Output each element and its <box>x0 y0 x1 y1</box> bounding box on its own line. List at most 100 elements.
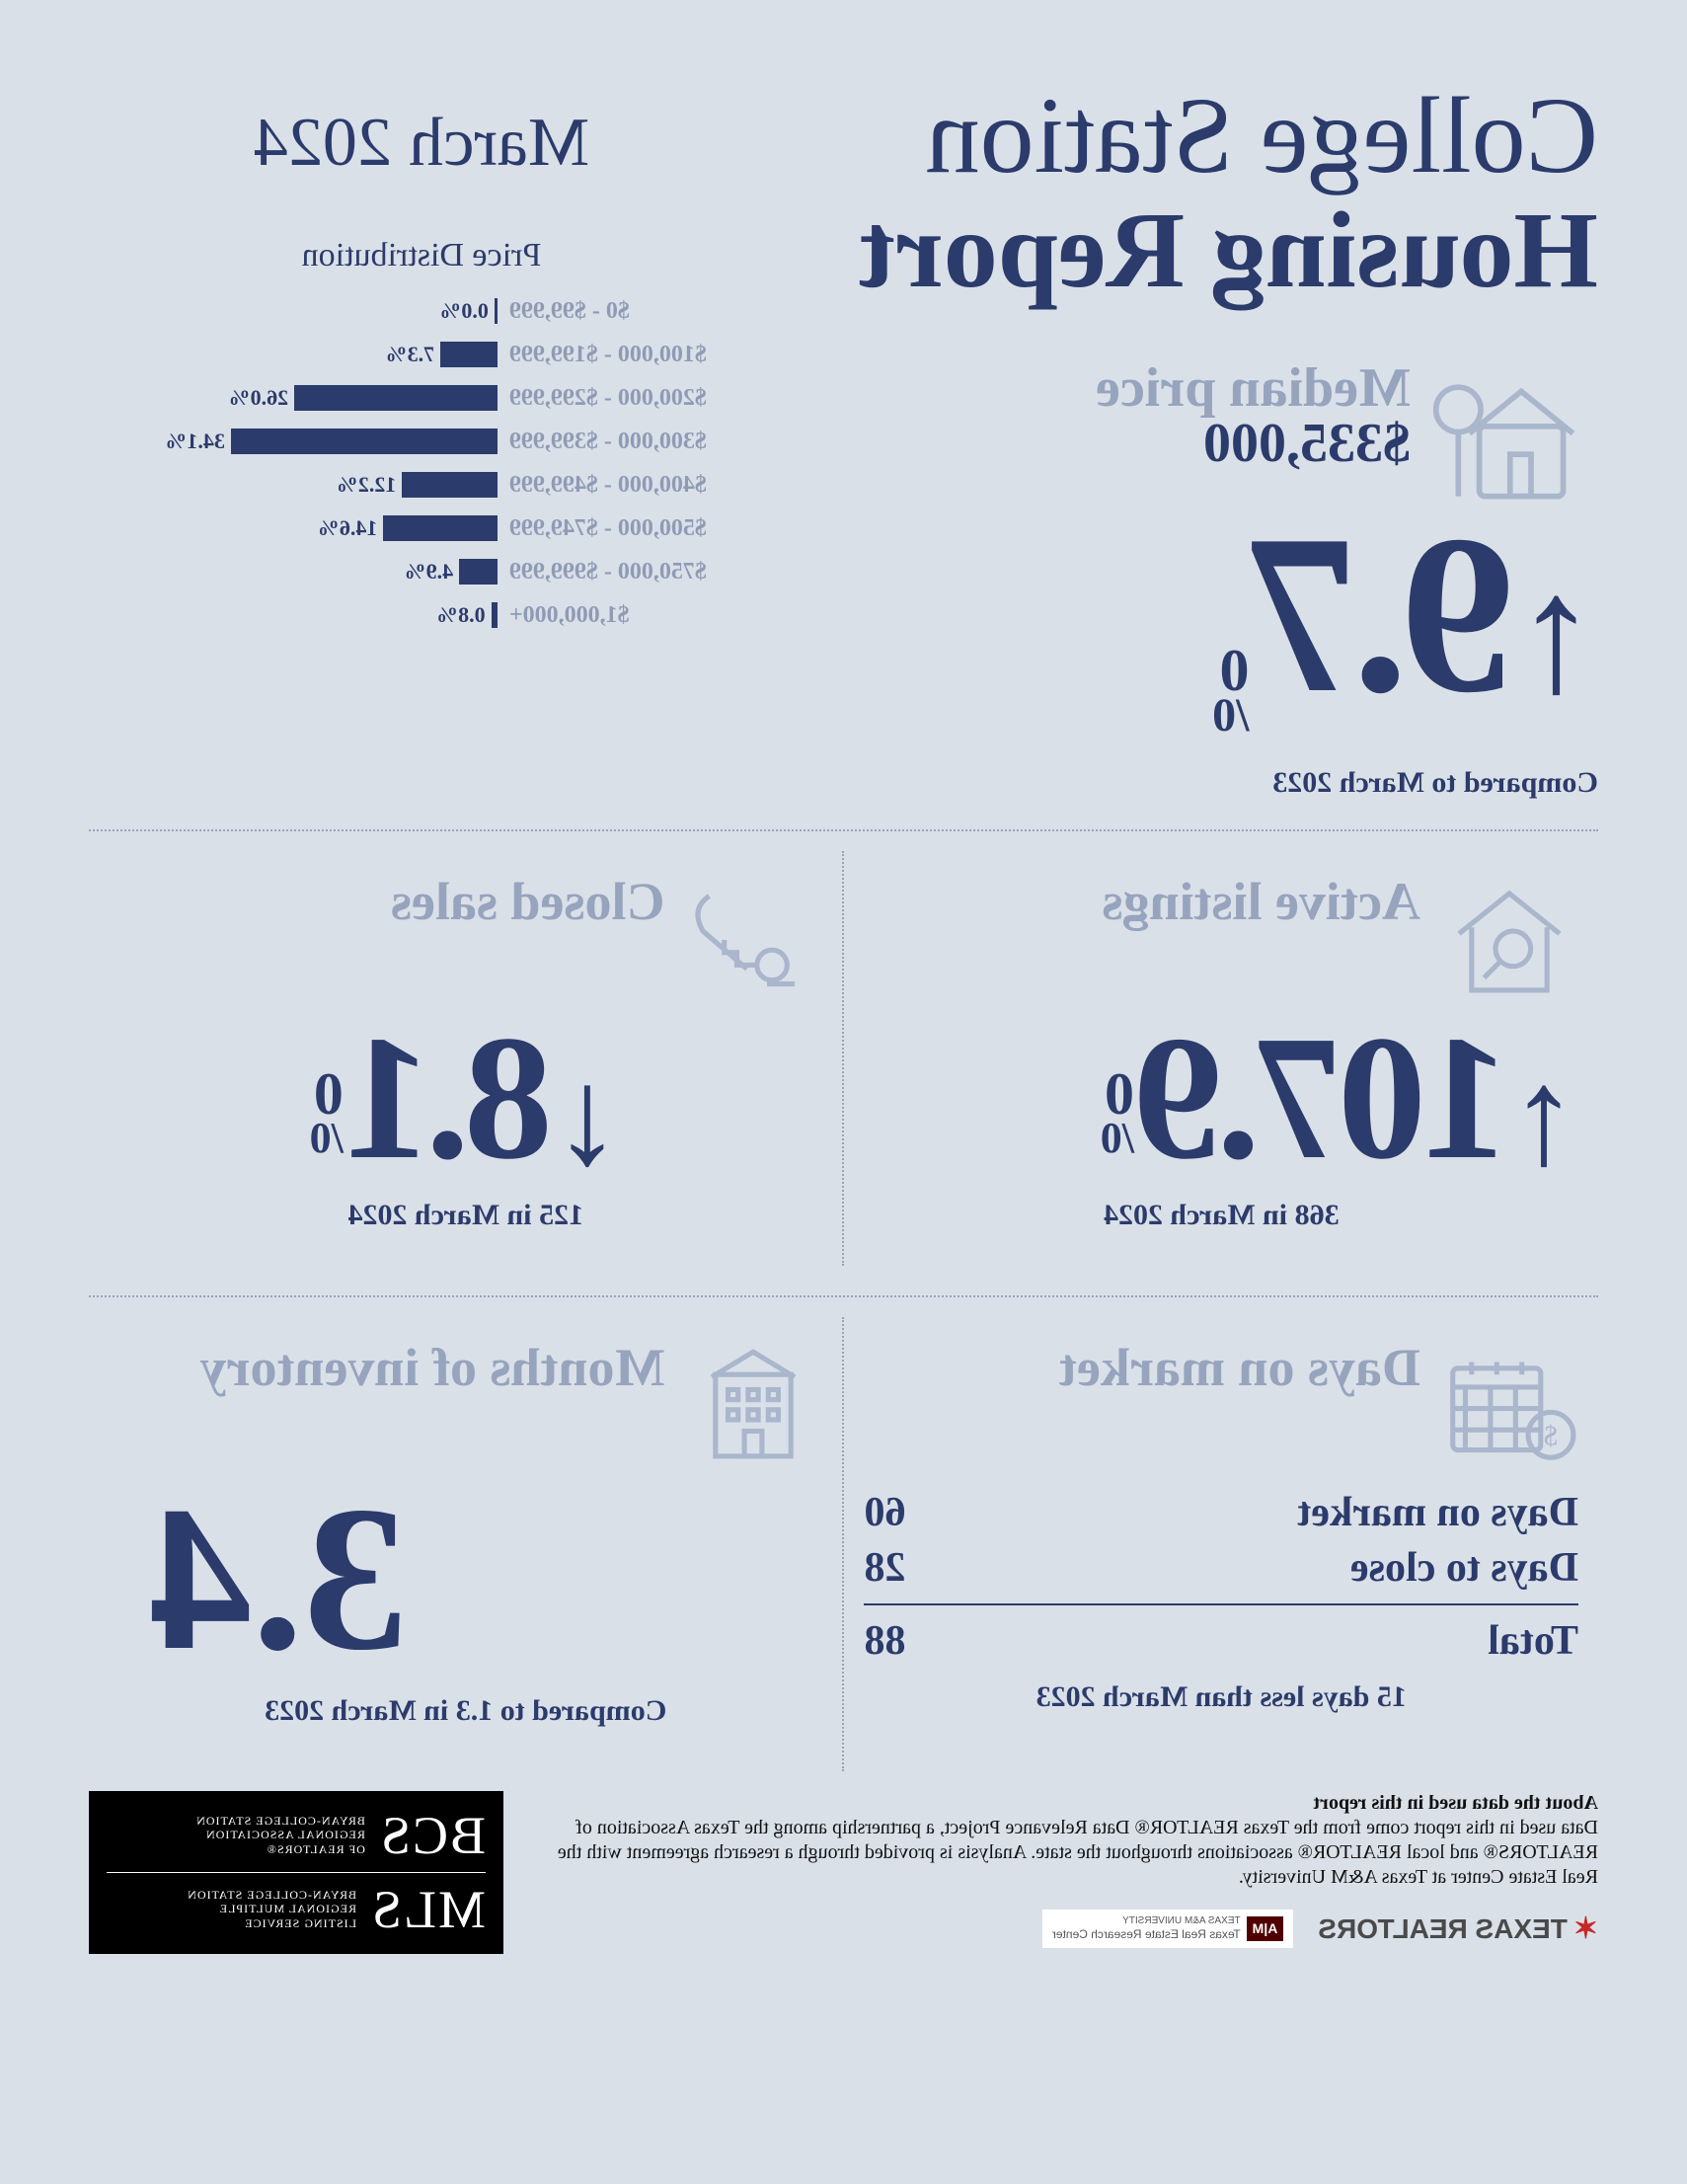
dist-pct-label: 26.0% <box>229 385 295 411</box>
dist-range-label: $0 - $99,999 <box>498 298 754 325</box>
dist-row: $100,000 - $199,9997.3% <box>89 333 754 376</box>
inventory-note: Compared to 1.3 in March 2023 <box>109 1694 823 1728</box>
report-page: College Station Housing Report Median pr… <box>0 0 1687 2184</box>
tr-mark-icon: ✶ <box>1573 1911 1598 1948</box>
footer: About the data used in this report Data … <box>89 1791 1598 1954</box>
tamu-logo: A|M TEXAS A&M UNIVERSITY Texas Real Esta… <box>1042 1910 1293 1949</box>
dist-bar-wrap: 4.9% <box>231 559 498 585</box>
divider-mid <box>89 1295 1598 1297</box>
percent-suffix: 0/0 <box>1212 646 1249 737</box>
median-percent: ↑ 9.7 0/0 <box>813 501 1598 766</box>
dom-row-label: Days on market <box>1297 1489 1578 1536</box>
about-title: About the data used in this report <box>533 1791 1598 1816</box>
dist-bar-wrap: 26.0% <box>231 385 498 411</box>
closed-sales-percent: ↓ 8.1 0/0 <box>109 1009 823 1187</box>
inventory-value: 3.4 <box>109 1475 823 1682</box>
days-on-market-label: Days on market <box>1059 1337 1420 1398</box>
arrow-up-icon: ↑ <box>1514 550 1598 718</box>
arrow-down-icon: ↓ <box>553 1049 622 1187</box>
table-row-total: Total 88 <box>865 1613 1579 1669</box>
calendar-dollar-icon: $ <box>1440 1337 1578 1475</box>
dist-pct-label: 4.9% <box>405 559 460 585</box>
dist-bar <box>459 559 498 585</box>
median-value: $335,000 <box>1096 412 1411 475</box>
dist-bar <box>294 385 498 411</box>
dist-row: $750,000 - $999,9994.9% <box>89 550 754 593</box>
dist-row: $400,000 - $499,999 12.2% <box>89 463 754 507</box>
vertical-divider <box>843 1317 845 1771</box>
title-line-1: College Station <box>813 79 1598 194</box>
active-listings-label: Active listings <box>1103 871 1420 932</box>
dom-row-value: 60 <box>865 1489 906 1536</box>
dist-row: $0 - $99,9990.0% <box>89 289 754 333</box>
about-column: About the data used in this report Data … <box>533 1791 1598 1949</box>
dist-row: $300,000 - $399,99934.1% <box>89 420 754 463</box>
dist-pct-label: 0.0% <box>439 298 495 324</box>
logo-divider <box>107 1872 486 1873</box>
vertical-divider <box>843 851 845 1266</box>
inventory-cell: Months of inventory 3.4 Compared to 1.3 … <box>89 1317 843 1771</box>
dist-range-label: $200,000 - $299,999 <box>498 385 754 412</box>
dist-pct-label: 34.1% <box>165 429 231 454</box>
texas-realtors-logo: ✶ TEXAS REALTORS <box>1318 1911 1598 1948</box>
dist-range-label: $400,000 - $499,999 <box>498 472 754 499</box>
closed-sales-pct: 8.1 <box>348 1009 553 1187</box>
hand-key-icon <box>685 871 823 1009</box>
dist-row: $500,000 - $749,99914.6% <box>89 507 754 550</box>
closed-sales-note: 125 in March 2024 <box>109 1199 823 1232</box>
dist-bar <box>402 472 498 498</box>
dom-row-label: Days to close <box>1350 1544 1578 1592</box>
inventory-header: Months of inventory <box>109 1337 823 1475</box>
dist-pct-label: 12.2% <box>337 472 403 498</box>
percent-suffix: 0/0 <box>310 1069 344 1156</box>
house-search-icon <box>1440 871 1578 1009</box>
table-divider <box>865 1603 1579 1605</box>
dist-row: $200,000 - $299,999 26.0% <box>89 376 754 420</box>
svg-text:$: $ <box>1544 1421 1558 1451</box>
closed-sales-cell: Closed sales ↓ 8.1 0/0 125 in March 2024 <box>89 851 843 1266</box>
total-label: Total <box>1488 1617 1578 1665</box>
tamu-text: TEXAS A&M UNIVERSITY Texas Real Estate R… <box>1052 1915 1241 1943</box>
dist-bar-wrap: 34.1% <box>231 429 498 454</box>
about-body: Data used in this report come from the T… <box>533 1816 1598 1890</box>
date-column: March 2024 Price Distribution $0 - $99,9… <box>89 79 754 800</box>
dist-bar-wrap: 12.2% <box>231 472 498 498</box>
texas-realtors-text: TEXAS REALTORS <box>1318 1911 1568 1946</box>
active-listings-cell: Active listings ↑ 107.9 0/0 368 in March… <box>845 851 1599 1266</box>
dist-bar <box>383 515 498 541</box>
active-listings-percent: ↑ 107.9 0/0 <box>865 1009 1579 1187</box>
title-column: College Station Housing Report Median pr… <box>813 79 1598 800</box>
dist-bar-wrap: 7.3% <box>231 342 498 367</box>
days-table: Days on market 60 Days to close 28 Total… <box>865 1485 1579 1669</box>
dist-pct-label: 0.8% <box>436 602 492 628</box>
days-on-market-header: $ Days on market <box>865 1337 1579 1475</box>
bcs-logo-line: BCS BRYAN-COLLEGE STATION REGIONAL ASSOC… <box>107 1805 486 1866</box>
dist-bar-wrap: 0.8% <box>231 602 498 628</box>
title-line-2: Housing Report <box>813 194 1598 308</box>
dist-bar <box>492 602 498 628</box>
header-row: College Station Housing Report Median pr… <box>89 79 1598 800</box>
median-text: Median price $335,000 <box>1096 356 1411 475</box>
price-dist-title: Price Distribution <box>89 237 754 274</box>
dist-range-label: $500,000 - $749,999 <box>498 515 754 542</box>
dist-bar-wrap: 14.6% <box>231 515 498 541</box>
active-listings-header: Active listings <box>865 871 1579 1009</box>
days-note: 15 days less than March 2023 <box>865 1680 1579 1714</box>
report-date: March 2024 <box>89 104 754 183</box>
dom-row-value: 28 <box>865 1544 906 1592</box>
table-row: Days on market 60 <box>865 1485 1579 1540</box>
dist-range-label: $100,000 - $199,999 <box>498 342 754 368</box>
mls-logo-line: MLS BRYAN-COLLEGE STATION REGIONAL MULTI… <box>107 1879 486 1940</box>
total-value: 88 <box>865 1617 906 1665</box>
dist-bar <box>231 429 498 454</box>
mls-small: BRYAN-COLLEGE STATION REGIONAL MULTIPLE … <box>187 1888 356 1930</box>
building-icon <box>685 1337 823 1475</box>
closed-sales-label: Closed sales <box>391 871 665 932</box>
active-listings-pct: 107.9 <box>1139 1009 1509 1187</box>
inventory-label: Months of inventory <box>200 1337 665 1398</box>
arrow-up-icon: ↑ <box>1509 1049 1578 1187</box>
closed-sales-header: Closed sales <box>109 871 823 1009</box>
dist-bar <box>495 298 498 324</box>
price-distribution-chart: $0 - $99,9990.0%$100,000 - $199,9997.3%$… <box>89 289 754 637</box>
tamu-box-icon: A|M <box>1247 1916 1284 1942</box>
